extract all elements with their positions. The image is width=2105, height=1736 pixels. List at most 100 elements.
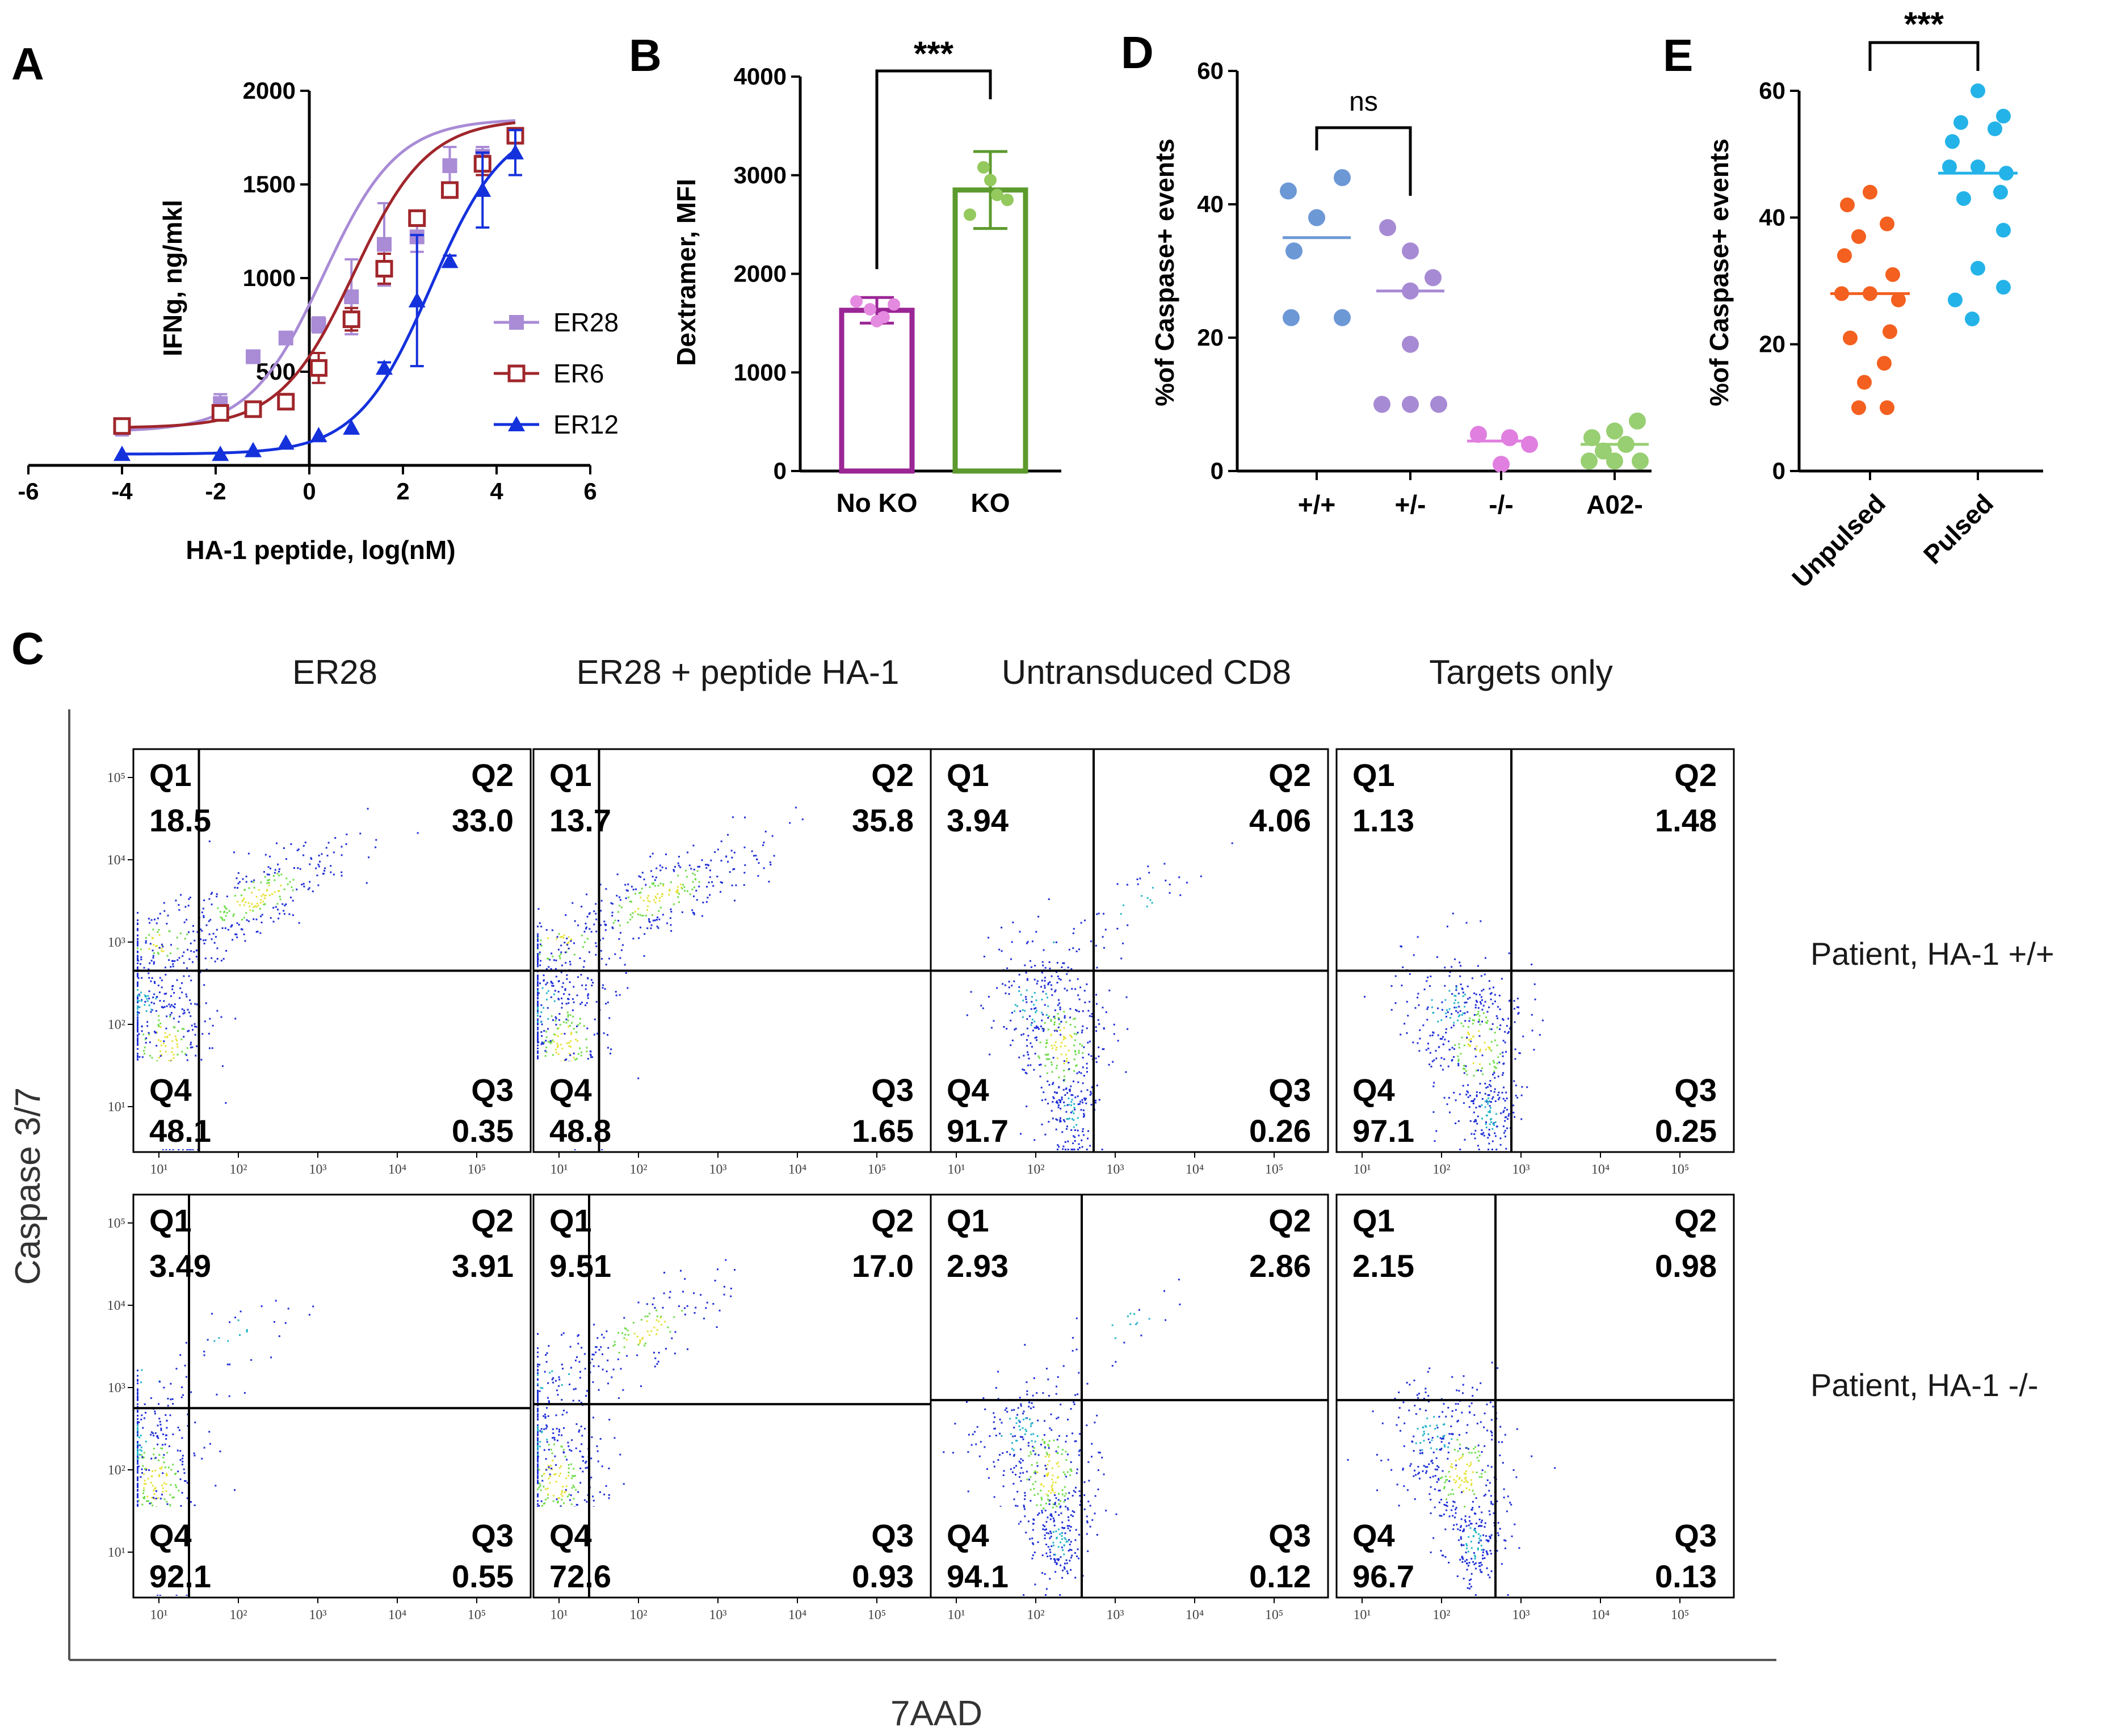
event-dot <box>1493 1062 1495 1064</box>
event-dot <box>587 993 590 995</box>
event-dot <box>574 1149 576 1150</box>
event-dot <box>1499 1137 1502 1140</box>
event-dot <box>1426 1008 1428 1010</box>
event-dot <box>1030 1064 1032 1066</box>
event-dot <box>1066 1540 1069 1542</box>
event-dot <box>1034 965 1036 967</box>
event-dot <box>1126 884 1128 886</box>
data-point-ER12 <box>507 144 524 159</box>
event-dot <box>272 875 275 877</box>
event-dot <box>1460 965 1462 967</box>
event-dot <box>626 1355 628 1357</box>
event-dot <box>187 905 190 907</box>
event-dot <box>1060 1120 1062 1123</box>
event-dot <box>188 1149 190 1150</box>
event-dot <box>141 1449 143 1452</box>
event-dot <box>1485 1126 1488 1129</box>
event-dot <box>1457 993 1460 995</box>
event-dot <box>1082 1109 1085 1111</box>
event-dot <box>1508 1031 1510 1033</box>
event-dot <box>1462 1067 1464 1070</box>
event-dot <box>565 1490 567 1493</box>
x-tick-label: 2 <box>396 478 409 505</box>
event-dot <box>995 1387 997 1389</box>
event-dot <box>557 1044 559 1046</box>
event-dot <box>190 1044 192 1046</box>
event-dot <box>1418 1050 1421 1052</box>
event-dot <box>982 1007 984 1010</box>
event-dot <box>181 1028 183 1030</box>
event-dot <box>537 1378 539 1380</box>
quadrant-name-q2: Q2 <box>471 1203 514 1238</box>
event-dot <box>159 1050 162 1052</box>
event-dot <box>1448 1040 1449 1043</box>
event-dot <box>333 851 335 854</box>
event-dot <box>557 1035 559 1037</box>
event-dot <box>585 1462 587 1464</box>
event-dot <box>544 1488 547 1490</box>
event-dot <box>205 968 208 970</box>
event-dot <box>1018 973 1020 976</box>
event-dot <box>599 884 602 886</box>
event-dot <box>1442 1036 1444 1038</box>
x-tick-label: 10² <box>229 1162 247 1177</box>
event-dot <box>1067 1498 1069 1500</box>
event-dot <box>994 1427 996 1430</box>
event-dot <box>278 917 280 919</box>
event-dot <box>1036 982 1038 985</box>
event-dot <box>557 998 560 1000</box>
event-dot <box>598 1365 600 1367</box>
event-dot <box>1098 1023 1100 1025</box>
event-dot <box>543 1449 545 1451</box>
event-dot <box>993 1461 995 1463</box>
event-dot <box>543 974 545 976</box>
event-dot <box>151 1009 153 1011</box>
event-dot <box>1076 1010 1078 1012</box>
event-dot <box>1497 1094 1499 1096</box>
event-dot <box>581 906 583 907</box>
event-dot <box>1089 1015 1091 1017</box>
event-dot <box>568 941 570 943</box>
data-point <box>1956 191 1971 206</box>
event-dot <box>537 935 539 938</box>
event-dot <box>1053 1558 1056 1561</box>
x-tick-label: 10³ <box>309 1608 326 1622</box>
event-dot <box>238 881 241 883</box>
event-dot <box>954 1423 956 1425</box>
event-dot <box>659 1317 662 1319</box>
event-dot <box>558 933 560 935</box>
event-dot <box>580 1426 582 1427</box>
event-dot <box>1067 1140 1069 1142</box>
event-dot <box>559 957 561 960</box>
event-dot <box>1489 1063 1491 1065</box>
event-dot <box>1120 913 1122 915</box>
event-dot <box>1070 1549 1073 1551</box>
event-dot <box>586 915 589 918</box>
event-dot <box>1033 1494 1036 1497</box>
event-dot <box>1033 1069 1035 1071</box>
event-dot <box>277 909 279 911</box>
event-dot <box>178 909 180 911</box>
legend-marker-ER28 <box>509 315 524 330</box>
event-dot <box>1140 1334 1142 1336</box>
label-box-q1 <box>933 751 1044 837</box>
event-dot <box>1495 1015 1498 1017</box>
event-dot <box>1057 1106 1060 1108</box>
event-dot <box>1026 1073 1028 1074</box>
event-dot <box>156 1435 158 1437</box>
event-dot <box>624 1327 626 1329</box>
event-dot <box>1444 999 1447 1001</box>
event-dot <box>1057 1465 1060 1468</box>
event-dot <box>762 844 764 846</box>
event-dot <box>642 915 644 917</box>
event-dot <box>631 916 633 918</box>
event-dot <box>1057 1546 1060 1548</box>
event-dot <box>141 1025 143 1028</box>
event-dot <box>221 917 223 919</box>
event-dot <box>1061 1096 1063 1099</box>
event-dot <box>537 1473 539 1475</box>
event-dot <box>1051 1489 1053 1491</box>
event-dot <box>558 1378 561 1381</box>
event-dot <box>1512 1112 1515 1113</box>
event-dot <box>734 1269 736 1271</box>
